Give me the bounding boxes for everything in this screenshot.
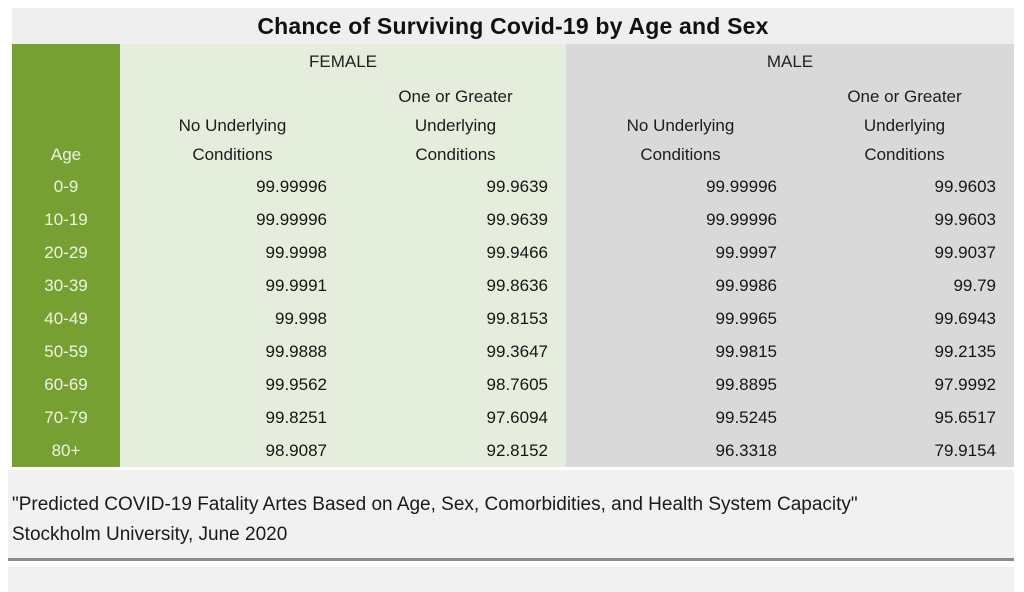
- value-cell: 97.9992: [934, 374, 996, 394]
- value-cell: 99.9991: [265, 275, 327, 295]
- value-cell: 99.99996: [706, 176, 777, 196]
- column-header-female-no-conditions: No Underlying Conditions: [178, 116, 287, 164]
- age-label: 70-79: [44, 407, 88, 427]
- value-cell: 99.9562: [265, 374, 327, 394]
- value-cell: 99.9888: [265, 341, 327, 361]
- age-label: 0-9: [53, 176, 79, 196]
- value-cell: 99.8895: [715, 374, 777, 394]
- value-cell: 99.9603: [934, 176, 996, 196]
- male-section-background: [566, 44, 1014, 467]
- column-header-male-with-conditions: One or Greater Underlying Conditions: [847, 87, 962, 164]
- citation-line-2: Stockholm University, June 2020: [12, 524, 288, 545]
- age-column-background: [12, 44, 120, 467]
- value-cell: 99.9466: [486, 242, 548, 262]
- age-label: 50-59: [44, 341, 88, 361]
- value-cell: 99.6943: [934, 308, 996, 328]
- value-cell: 99.9603: [934, 209, 996, 229]
- age-label: 10-19: [44, 209, 88, 229]
- value-cell: 99.9986: [715, 275, 777, 295]
- value-cell: 99.99996: [256, 209, 327, 229]
- column-header-age: Age: [50, 145, 82, 164]
- source-citation: "Predicted COVID-19 Fatality Artes Based…: [8, 470, 1014, 561]
- age-label: 80+: [51, 440, 81, 460]
- age-label: 60-69: [44, 374, 88, 394]
- age-label: 30-39: [44, 275, 88, 295]
- column-header-male-no-conditions: No Underlying Conditions: [626, 116, 735, 164]
- value-cell: 99.9965: [715, 308, 777, 328]
- value-cell: 99.9037: [934, 242, 996, 262]
- corner-spacer: [12, 44, 120, 80]
- value-cell: 99.8251: [265, 407, 327, 427]
- value-cell: 97.6094: [486, 407, 548, 427]
- value-cell: 98.9087: [265, 440, 327, 460]
- value-cell: 99.9639: [486, 209, 548, 229]
- value-cell: 96.3318: [715, 440, 777, 460]
- value-cell: 99.9998: [265, 242, 327, 262]
- column-header-female-with-conditions: One or Greater Underlying Conditions: [398, 87, 513, 164]
- value-cell: 98.7605: [486, 374, 548, 394]
- value-cell: 99.8636: [486, 275, 548, 295]
- value-cell: 79.9154: [934, 440, 996, 460]
- value-cell: 99.8153: [486, 308, 548, 328]
- value-cell: 99.2135: [934, 341, 996, 361]
- value-cell: 99.9997: [715, 242, 777, 262]
- value-cell: 99.99996: [706, 209, 777, 229]
- age-label: 40-49: [44, 308, 88, 328]
- value-cell: 99.79: [953, 275, 996, 295]
- page-title: Chance of Surviving Covid-19 by Age and …: [12, 8, 1014, 44]
- value-cell: 99.9815: [715, 341, 777, 361]
- value-cell: 92.8152: [486, 440, 548, 460]
- table-grid: FEMALE MALE Age No Underlying Conditions…: [12, 44, 1014, 467]
- value-cell: 99.3647: [486, 341, 548, 361]
- female-section-background: [120, 44, 566, 467]
- section-header-male: MALE: [766, 52, 814, 71]
- value-cell: 95.6517: [934, 407, 996, 427]
- survival-table: FEMALE MALE Age No Underlying Conditions…: [12, 44, 1014, 467]
- value-cell: 99.9639: [486, 176, 548, 196]
- section-header-female: FEMALE: [308, 52, 378, 71]
- value-cell: 99.99996: [256, 176, 327, 196]
- bottom-strip: [8, 567, 1014, 592]
- value-cell: 99.5245: [715, 407, 777, 427]
- value-cell: 99.998: [275, 308, 327, 328]
- age-label: 20-29: [44, 242, 88, 262]
- citation-line-1: "Predicted COVID-19 Fatality Artes Based…: [12, 494, 858, 515]
